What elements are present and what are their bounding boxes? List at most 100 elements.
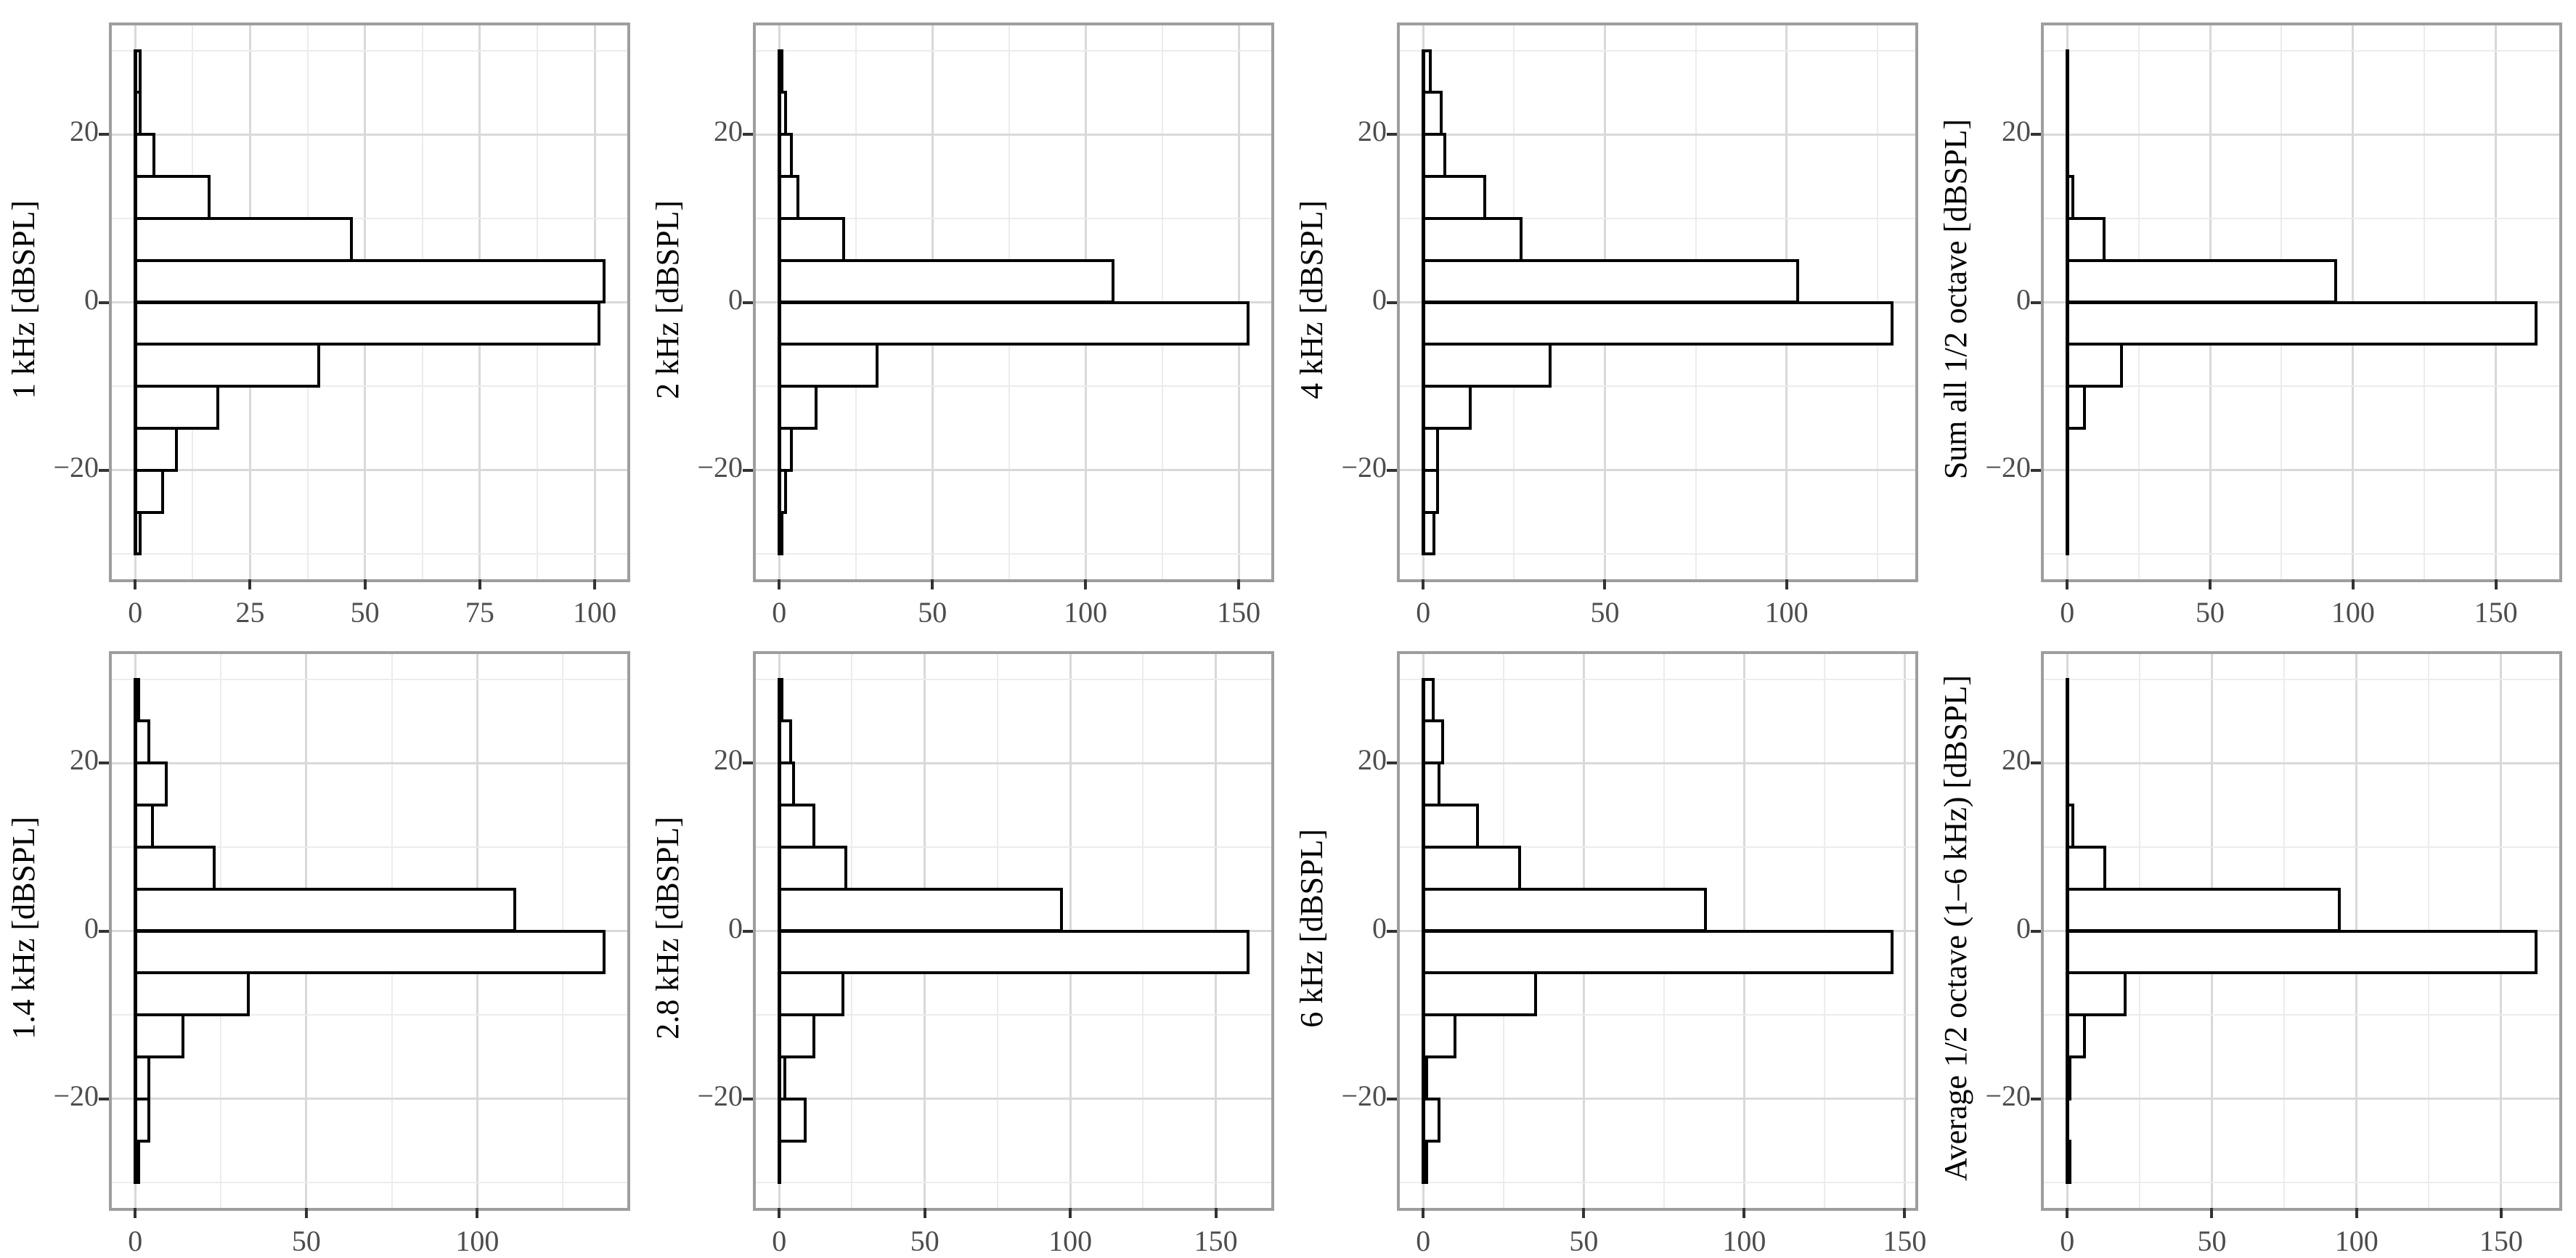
gridline [756, 846, 1271, 848]
x-tick-mark [931, 579, 934, 589]
y-tick-mark [2031, 133, 2041, 136]
y-tick-mark [1387, 761, 1397, 765]
y-tick-label: −20 [1985, 450, 2031, 483]
histogram-bar [2066, 216, 2106, 262]
x-tick-mark [2351, 579, 2355, 589]
x-tick-mark [1422, 1208, 1425, 1218]
y-tick-label: 0 [2016, 911, 2031, 944]
histogram-bar [1422, 719, 1444, 765]
x-tick-mark [363, 579, 367, 589]
histogram-bar [2066, 845, 2107, 891]
gridline [2044, 1098, 2559, 1100]
x-tick-label: 150 [1883, 1225, 1927, 1257]
histogram-bar [778, 1097, 807, 1143]
histogram-bar [2066, 343, 2124, 388]
y-tick-mark [743, 929, 753, 933]
y-tick-label: −20 [53, 450, 99, 483]
x-tick-label: 150 [1194, 1225, 1238, 1257]
y-tick-mark [2031, 468, 2041, 472]
y-axis-title: 1 kHz [dBSPL] [0, 23, 46, 576]
x-tick-label: 50 [2197, 1225, 2227, 1257]
gridline [2044, 133, 2559, 136]
y-axis-title: 2 kHz [dBSPL] [644, 23, 690, 576]
zero-axis-line [133, 49, 137, 556]
y-axis-title-text: Sum all 1/2 octave [dBSPL] [1937, 119, 1973, 480]
gridline [1400, 1098, 1915, 1100]
plot-area: 0 50 100 150 [2031, 23, 2562, 629]
gridline [1400, 761, 1915, 764]
histogram-bar [1422, 804, 1480, 849]
y-tick-mark [99, 761, 109, 765]
x-tick-mark [593, 579, 597, 589]
y-tick-label: −20 [697, 1079, 743, 1112]
histogram-bar [1422, 301, 1894, 346]
y-axis-title: Average 1/2 octave (1–6 kHz) [dBSPL] [1932, 651, 1978, 1205]
gridline [1400, 133, 1915, 136]
zero-axis-line [777, 49, 781, 556]
histogram-bar [1422, 971, 1537, 1017]
x-tick-label: 0 [772, 596, 787, 629]
y-axis-title-text: 2.8 kHz [dBSPL] [649, 817, 685, 1040]
x-tick-mark [2066, 1208, 2069, 1218]
y-tick-label: −20 [697, 450, 743, 483]
histogram-bar [134, 887, 517, 933]
y-tick-mark [743, 468, 753, 472]
plot-area: 0 25 50 75 100 [99, 23, 630, 629]
histogram-bar [1422, 343, 1552, 388]
gridline [756, 469, 1271, 472]
histogram-bar [1422, 845, 1521, 891]
x-tick-label: 50 [918, 596, 947, 629]
histogram-bar [1422, 1013, 1457, 1058]
y-tick-labels: 20 0 −20 [46, 651, 109, 1205]
y-axis-title-text: 1.4 kHz [dBSPL] [5, 817, 41, 1040]
histogram-bar [1422, 175, 1487, 220]
zero-axis-line [133, 677, 137, 1185]
gridline [112, 1182, 627, 1184]
y-axis-title: 2.8 kHz [dBSPL] [644, 651, 690, 1205]
y-tick-mark [1387, 468, 1397, 472]
gridline [1400, 1182, 1915, 1184]
histogram-bar [778, 301, 1250, 346]
panel-2-khz-dbspl: 2 kHz [dBSPL] 20 0 −20 0 50 100 150 [644, 0, 1288, 629]
y-tick-label: 0 [728, 282, 743, 316]
y-tick-mark [1387, 1097, 1397, 1100]
y-tick-mark [2031, 929, 2041, 933]
x-tick-mark [2494, 579, 2498, 589]
histogram-bar [778, 343, 879, 388]
histogram-bar [134, 468, 165, 514]
gridline [112, 469, 627, 472]
x-tick-mark [2066, 579, 2069, 589]
y-tick-labels: 20 0 −20 [1978, 651, 2041, 1205]
x-tick-label: 0 [2060, 1225, 2075, 1257]
y-tick-label: 0 [728, 911, 743, 944]
x-tick-mark [1084, 579, 1088, 589]
x-tick-label: 50 [910, 1225, 939, 1257]
histogram-bar [1422, 258, 1799, 304]
gridline [2044, 49, 2559, 52]
x-tick-label: 0 [772, 1225, 787, 1257]
y-axis-title: 1.4 kHz [dBSPL] [0, 651, 46, 1205]
x-tick-mark [248, 579, 252, 589]
y-tick-mark [743, 133, 753, 136]
x-tick-label: 0 [128, 596, 143, 629]
histogram-bar [134, 929, 606, 975]
histogram-bar [778, 804, 816, 849]
zero-axis-line [2065, 49, 2069, 556]
x-tick-label: 50 [350, 596, 380, 629]
y-tick-mark [99, 133, 109, 136]
y-tick-label: 20 [714, 743, 743, 777]
gridline [112, 133, 627, 136]
y-tick-labels: 20 0 −20 [46, 23, 109, 576]
gridline [756, 217, 1271, 219]
y-axis-title: 4 kHz [dBSPL] [1288, 23, 1334, 576]
histogram-bar [778, 971, 845, 1017]
y-tick-mark [1387, 929, 1397, 933]
gridline [112, 1014, 627, 1016]
x-tick-label: 0 [1416, 596, 1431, 629]
histogram-bar [1422, 887, 1708, 933]
gridline [2044, 469, 2559, 472]
gridline [112, 678, 627, 680]
y-tick-mark [1387, 133, 1397, 136]
x-tick-mark [304, 1208, 308, 1218]
